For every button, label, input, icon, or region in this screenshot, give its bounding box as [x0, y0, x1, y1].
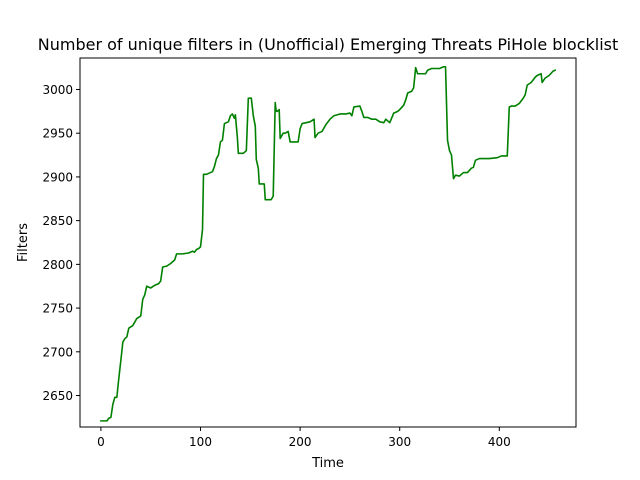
series-line [100, 65, 557, 422]
chart-title: Number of unique filters in (Unofficial)… [38, 35, 619, 54]
x-tick-label: 100 [189, 435, 212, 449]
x-tick-label: 200 [289, 435, 312, 449]
x-tick-label: 0 [97, 435, 105, 449]
y-tick-label: 2900 [42, 170, 73, 184]
x-tick-label: 400 [488, 435, 511, 449]
y-tick-label: 3000 [42, 83, 73, 97]
y-tick-label: 2750 [42, 302, 73, 316]
y-axis-label: Filters [16, 223, 31, 262]
plot-frame [79, 57, 577, 428]
y-tick-label: 2650 [42, 389, 73, 403]
x-axis-label: Time [311, 456, 344, 471]
y-tick-label: 2850 [42, 214, 73, 228]
y-tick-label: 2800 [42, 258, 73, 272]
y-tick-label: 2700 [42, 345, 73, 359]
x-tick-label: 300 [388, 435, 411, 449]
y-tick-label: 2950 [42, 127, 73, 141]
